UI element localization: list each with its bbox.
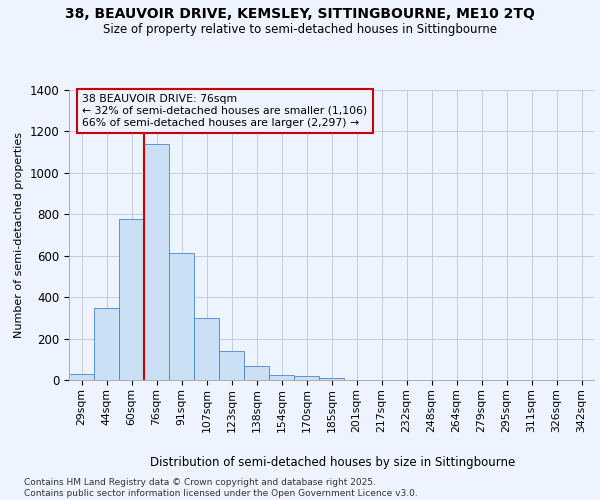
Bar [69,374,94,380]
Bar [169,252,194,380]
Text: 38 BEAUVOIR DRIVE: 76sqm
← 32% of semi-detached houses are smaller (1,106)
66% o: 38 BEAUVOIR DRIVE: 76sqm ← 32% of semi-d… [82,94,367,128]
Text: Distribution of semi-detached houses by size in Sittingbourne: Distribution of semi-detached houses by … [151,456,515,469]
Bar [269,375,294,380]
Text: Contains HM Land Registry data © Crown copyright and database right 2025.
Contai: Contains HM Land Registry data © Crown c… [24,478,418,498]
Bar [94,308,119,380]
Bar [194,318,219,380]
Bar [244,366,269,380]
Text: Size of property relative to semi-detached houses in Sittingbourne: Size of property relative to semi-detach… [103,22,497,36]
Bar [119,220,144,380]
Y-axis label: Number of semi-detached properties: Number of semi-detached properties [14,132,24,338]
Bar [144,144,169,380]
Bar [219,351,244,380]
Bar [319,378,344,380]
Text: 38, BEAUVOIR DRIVE, KEMSLEY, SITTINGBOURNE, ME10 2TQ: 38, BEAUVOIR DRIVE, KEMSLEY, SITTINGBOUR… [65,8,535,22]
Bar [294,376,319,380]
